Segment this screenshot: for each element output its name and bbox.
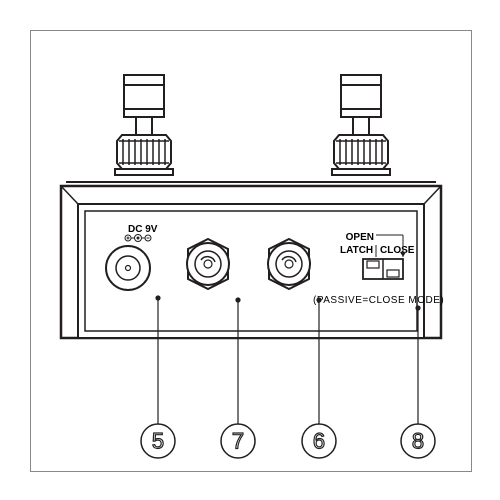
callout-number: 5: [152, 429, 164, 454]
passive-note: (PASSIVE=CLOSE MODE): [313, 295, 444, 306]
callout-number: 8: [412, 429, 424, 454]
pedal-diagram: DC 9V OPEN LATCH CLOSE: [31, 31, 471, 471]
close-label: CLOSE: [380, 245, 415, 256]
latch-label: LATCH: [340, 245, 373, 256]
dc-label: DC 9V: [128, 224, 158, 235]
callout-number: 6: [313, 429, 325, 454]
footswitch-left: [115, 75, 173, 175]
footswitch-right: [332, 75, 390, 175]
callout-number: 7: [232, 429, 244, 454]
open-label: OPEN: [346, 232, 374, 243]
jack-7: [187, 239, 229, 289]
diagram-frame: DC 9V OPEN LATCH CLOSE: [30, 30, 472, 472]
jack-6: [268, 239, 310, 289]
